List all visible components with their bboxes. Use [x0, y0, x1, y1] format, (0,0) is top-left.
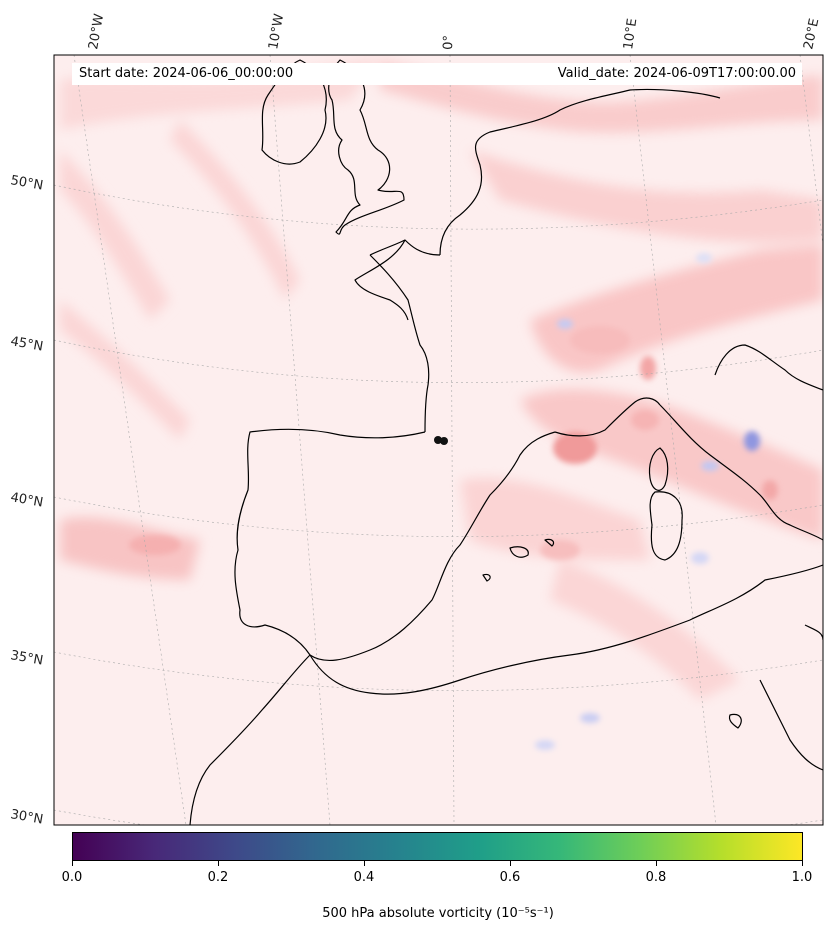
start-date-label: Start date: 2024-06-06_00:00:00 [79, 66, 294, 81]
lon-tick-label: 10°E [621, 18, 640, 51]
colorbar-tick-mark [656, 861, 657, 866]
vorticity-field [60, 58, 823, 700]
map-area [54, 55, 823, 825]
lat-tick-labels: 50°N 45°N 40°N 35°N 30°N [9, 173, 44, 827]
location-markers [434, 436, 448, 445]
lat-tick-label: 40°N [9, 490, 44, 510]
colorbar [72, 832, 803, 861]
lat-tick-label: 35°N [9, 648, 44, 668]
colorbar-tick-mark [218, 861, 219, 866]
colorbar-tick-label: 0.8 [645, 870, 667, 885]
colorbar-tick-label: 1.0 [791, 870, 813, 885]
lon-tick-label: 0° [441, 35, 457, 50]
colorbar-tick-mark [510, 861, 511, 866]
colorbar-tick-label: 0.2 [207, 870, 229, 885]
date-info-box: Start date: 2024-06-06_00:00:00 Valid_da… [72, 63, 802, 85]
colorbar-tick-mark [802, 861, 803, 866]
colorbar-tick-label: 0.4 [353, 870, 375, 885]
lon-tick-label: 20°E [801, 17, 822, 51]
lon-tick-label: 10°W [266, 13, 287, 51]
lat-tick-label: 50°N [9, 173, 44, 193]
colorbar-tick-mark [72, 861, 73, 866]
colorbar-tick-mark [364, 861, 365, 866]
vorticity-maxima [129, 326, 778, 560]
colorbar-tick-label: 0.6 [499, 870, 521, 885]
graticule [54, 55, 823, 825]
lon-tick-label: 20°W [86, 13, 107, 51]
lat-tick-label: 45°N [9, 334, 44, 354]
colorbar-label: 500 hPa absolute vorticity (10⁻⁵s⁻¹) [322, 906, 554, 921]
valid-date-label: Valid_date: 2024-06-09T17:00:00.00 [557, 66, 796, 81]
lon-tick-labels: 20°W 10°W 0° 10°E 20°E [86, 13, 822, 51]
vorticity-minima [535, 253, 760, 750]
map-frame [53, 54, 824, 826]
lat-tick-label: 30°N [9, 807, 44, 827]
colorbar-tick-label: 0.0 [61, 870, 83, 885]
